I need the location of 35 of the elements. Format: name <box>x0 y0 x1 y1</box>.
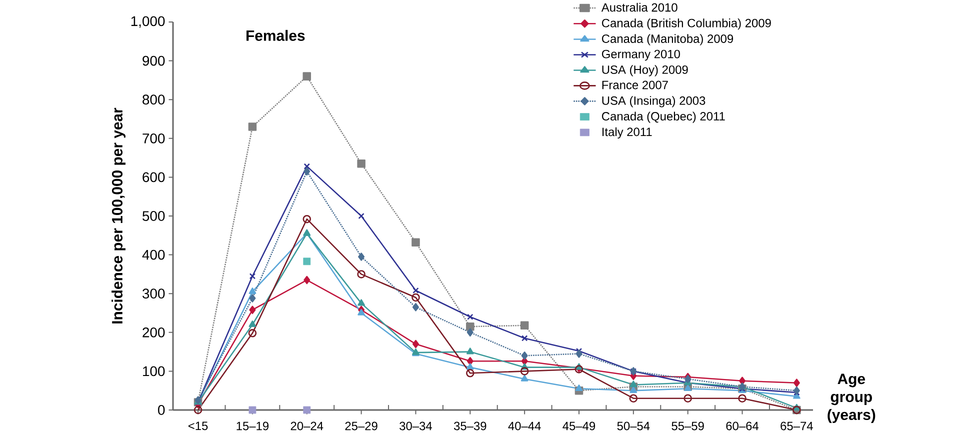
x-axis-title: Age group (years) <box>828 374 876 423</box>
legend-label: Italy 2011 <box>602 127 652 139</box>
y-tick-label: 500 <box>142 211 165 221</box>
legend-label: Germany 2010 <box>602 50 680 61</box>
y-tick-label: 800 <box>142 94 165 105</box>
x-tick-label: 60–64 <box>726 422 759 430</box>
x-tick-label: 20–24 <box>290 422 324 430</box>
chart-title: Females <box>246 30 305 41</box>
y-tick-label: 600 <box>142 172 165 182</box>
x-tick-label: 50–54 <box>617 422 650 430</box>
x-tick-label: 30–34 <box>400 422 432 430</box>
x-tick-label: 45–49 <box>562 422 596 430</box>
x-tick-label: <15 <box>188 422 208 430</box>
x-tick-label: 35–39 <box>454 422 486 430</box>
legend-label: USA (Hoy) 2009 <box>602 65 688 76</box>
y-tick-label: 1,000 <box>131 16 165 28</box>
legend-label: Canada (Quebec) 2011 <box>602 112 725 123</box>
y-tick-label: 200 <box>142 327 165 338</box>
y-tick-label: 400 <box>142 250 165 260</box>
legend-label: Canada (Manitoba) 2009 <box>602 34 734 46</box>
legend-label: Canada (British Columbia) 2009 <box>602 18 771 30</box>
y-axis-title: Incidence per 100,000 per year <box>112 108 126 324</box>
legend-label: France 2007 <box>602 80 668 90</box>
x-tick-label: 15–19 <box>236 422 269 430</box>
y-tick-label: 0 <box>158 405 165 415</box>
y-tick-label: 100 <box>143 366 165 376</box>
x-tick-label: 40–44 <box>508 422 541 430</box>
legend-label: USA (Insinga) 2003 <box>602 96 706 108</box>
x-tick-label: 25–29 <box>345 422 378 430</box>
x-tick-label: 55–59 <box>672 422 704 430</box>
y-tick-label: 900 <box>142 56 165 66</box>
y-tick-label: 700 <box>142 133 165 144</box>
x-tick-label: 65–74 <box>780 422 813 430</box>
legend-label: Australia 2010 <box>601 2 678 12</box>
y-tick-label: 300 <box>142 288 165 299</box>
